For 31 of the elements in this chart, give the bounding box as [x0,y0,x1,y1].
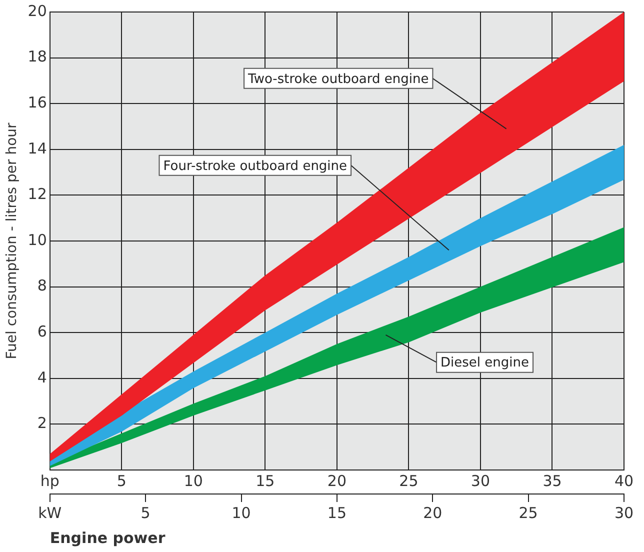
y-tick-label: 6 [37,322,47,340]
x2-tick-label: 25 [518,504,538,522]
x-axis-title: Engine power [50,528,166,547]
y-axis-title: Fuel consumption - litres per hour [4,122,20,360]
y-tick-label: 8 [37,276,47,295]
x-tick-label: 30 [470,472,490,490]
x-tick-label: 35 [542,472,562,490]
y-tick-label: 20 [28,2,47,20]
annotation: Two-stroke outboard engine [247,72,429,87]
x-tick-label: 40 [614,472,634,490]
x-tick-label: 25 [399,472,418,490]
y-tick-label: 16 [28,93,47,112]
y-tick-label: 2 [37,414,47,432]
y-tick-label: 14 [28,139,47,158]
x-tick-label: 15 [256,472,275,490]
x2-tick-label: 5 [140,504,150,522]
x2-tick-label: 10 [232,504,251,522]
x-tick-label: 10 [184,472,203,490]
y-tick-label: 18 [28,48,47,66]
x2-tick-label: 15 [327,504,346,522]
y-tick-label: 10 [28,230,47,249]
y-tick-label: 4 [37,368,47,386]
y-tick-label: 12 [28,185,47,204]
annotation: Diesel engine [440,356,530,371]
x2-tick-label: kW [38,504,62,522]
x-tick-label: 20 [327,472,346,490]
x2-tick-label: 30 [614,504,634,522]
x2-tick-label: 20 [423,504,442,522]
x-tick-label: hp [40,472,60,490]
x-tick-label: 5 [116,472,126,490]
annotation: Four-stroke outboard engine [163,158,348,174]
